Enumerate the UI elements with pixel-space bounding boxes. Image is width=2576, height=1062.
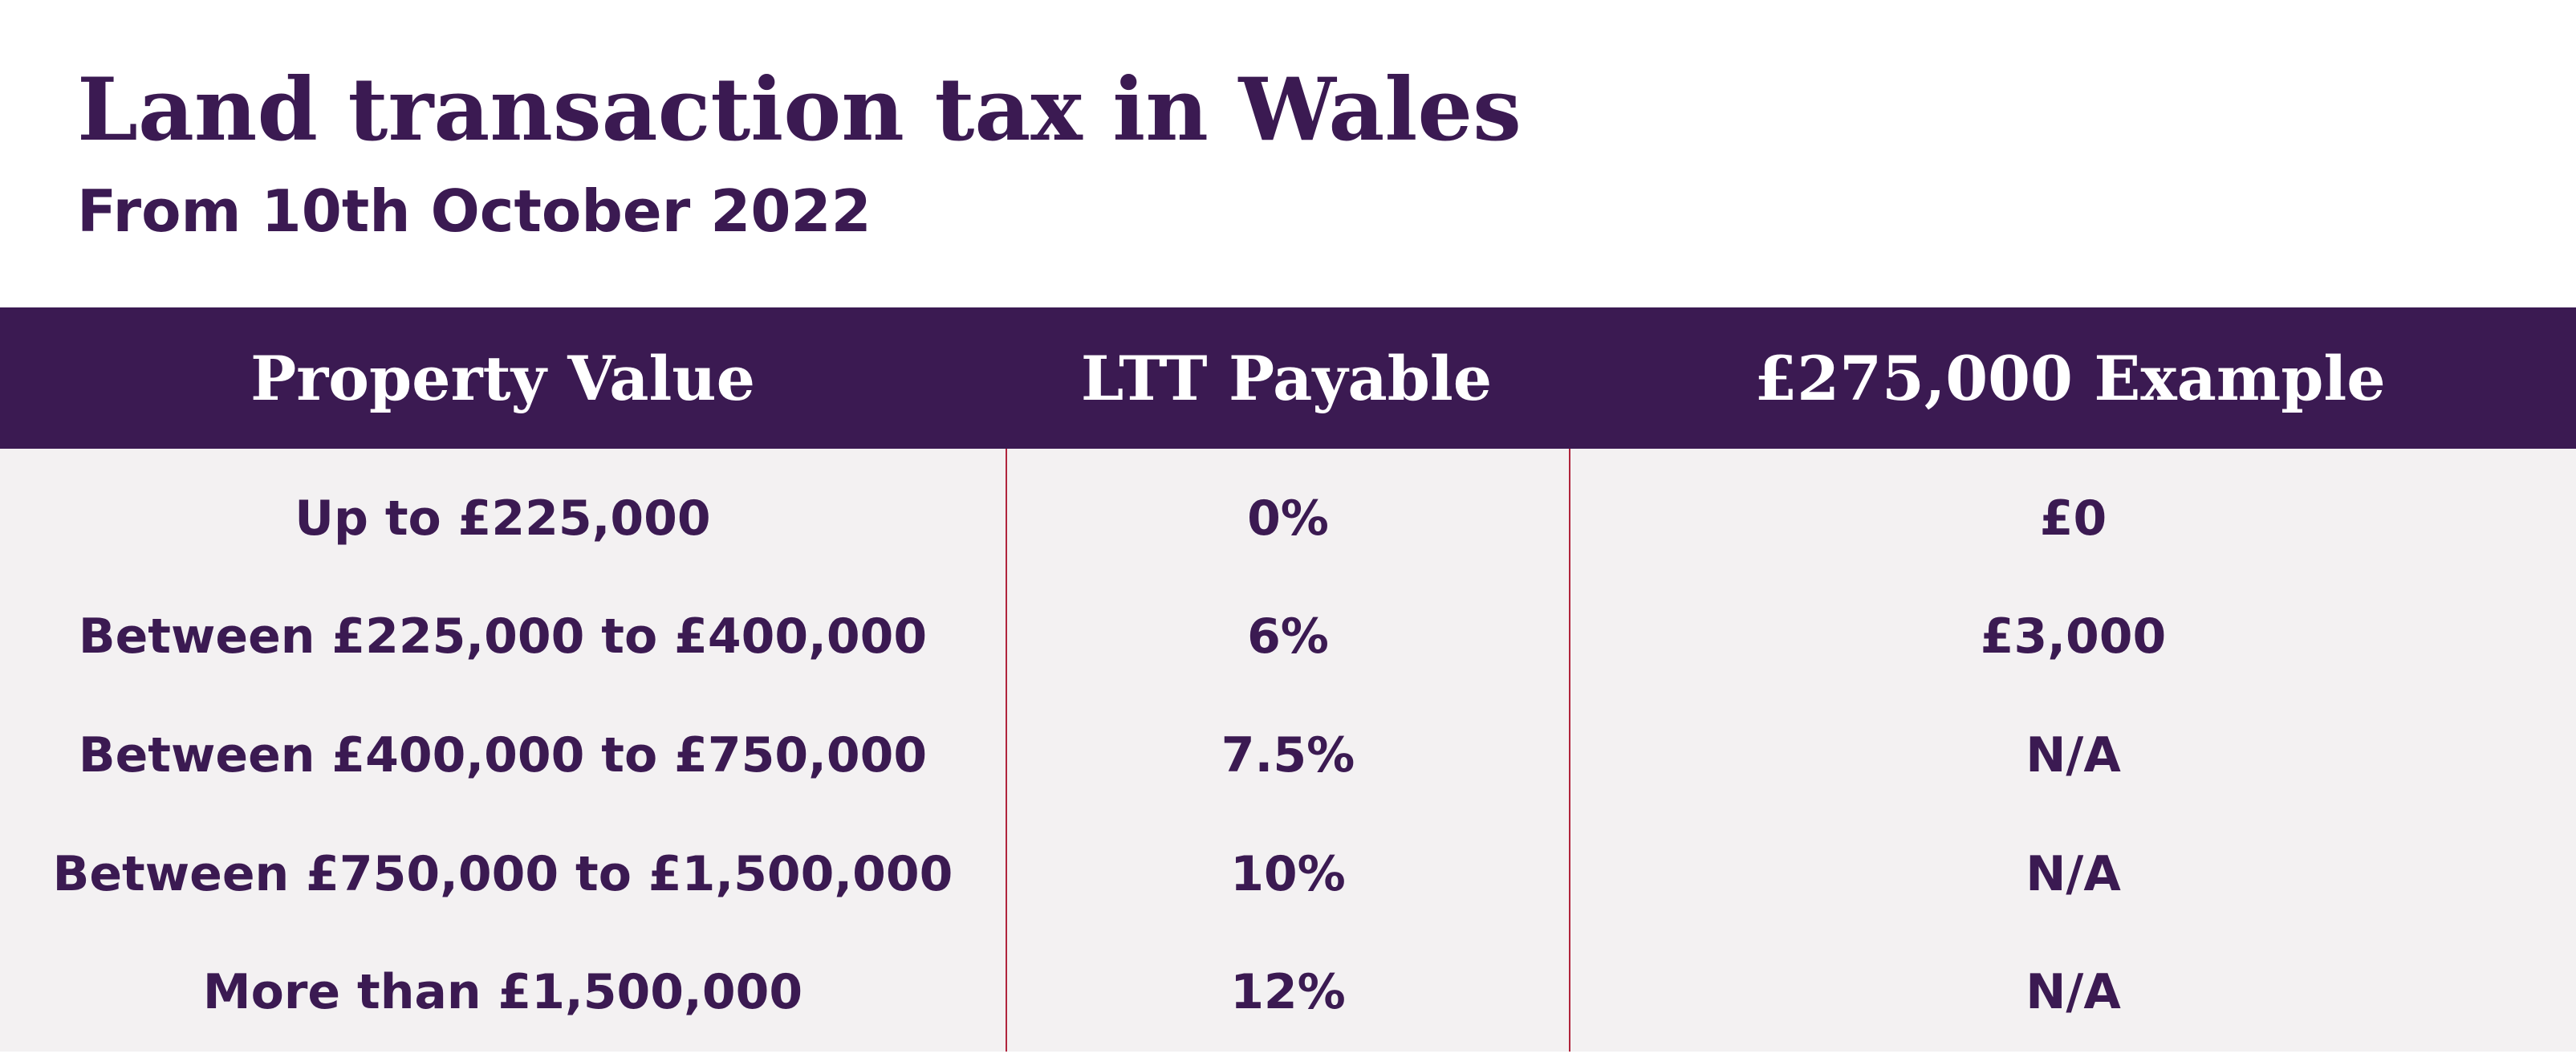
table-cell: £0 bbox=[2039, 490, 2107, 547]
table-cell: Between £750,000 to £1,500,000 bbox=[52, 845, 953, 902]
table-cell: Up to £225,000 bbox=[295, 490, 711, 547]
table-cell: Between £225,000 to £400,000 bbox=[78, 608, 928, 665]
table-cell: More than £1,500,000 bbox=[202, 964, 803, 1021]
table-cell: Between £400,000 to £750,000 bbox=[78, 726, 928, 783]
column: Up to £225,000 Between £225,000 to £400,0… bbox=[0, 449, 1006, 1052]
table-cell: N/A bbox=[2025, 845, 2121, 902]
column-header: Property Value bbox=[250, 342, 755, 414]
column-header: LTT Payable bbox=[1080, 342, 1493, 414]
table-cell: 0% bbox=[1247, 490, 1329, 547]
table: Property Value LTT Payable £275,000 Exampl… bbox=[0, 307, 2576, 1052]
subtitle: From 10th October 2022 bbox=[77, 177, 872, 245]
header-row: Property Value LTT Payable £275,000 Exampl… bbox=[0, 307, 2576, 449]
column: £0 £3,000 N/A N/A N/A bbox=[1569, 449, 2576, 1052]
table-cell: N/A bbox=[2025, 726, 2121, 783]
table-cell: 7.5% bbox=[1221, 726, 1355, 783]
column-header: £275,000 Example bbox=[1754, 342, 2386, 414]
table-cell: 10% bbox=[1230, 845, 1346, 902]
title: Land transaction tax in Wales bbox=[77, 59, 1522, 161]
table-cell: 6% bbox=[1247, 608, 1329, 665]
table-body: Up to £225,000 Between £225,000 to £400,0… bbox=[0, 449, 2576, 1052]
column: 0% 6% 7.5% 10% 12% bbox=[1006, 449, 1569, 1052]
table-cell: 12% bbox=[1230, 964, 1346, 1021]
table-cell: £3,000 bbox=[1980, 608, 2167, 665]
table-cell: N/A bbox=[2025, 964, 2121, 1021]
